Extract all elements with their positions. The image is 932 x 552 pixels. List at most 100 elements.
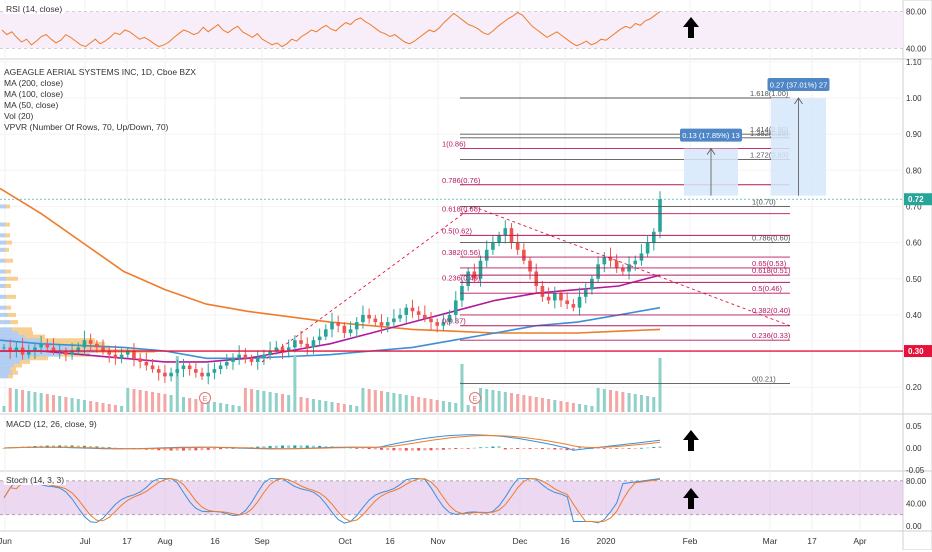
vpvr-down-bar bbox=[18, 330, 33, 335]
legend-vol[interactable]: Vol (20) bbox=[4, 111, 34, 121]
stoch-band-fill bbox=[0, 480, 903, 515]
volume-bar bbox=[559, 401, 563, 412]
stoch-k-line bbox=[3, 478, 661, 524]
rsi-band-fill bbox=[0, 11, 903, 49]
macd-histogram-bar bbox=[608, 448, 612, 449]
volume-bar bbox=[627, 393, 631, 412]
macd-histogram-bar bbox=[95, 446, 99, 448]
macd-tick-label: -0.05 bbox=[906, 466, 925, 475]
legend-ma200[interactable]: MA (200, close) bbox=[4, 78, 64, 88]
candle-body bbox=[645, 242, 650, 254]
time-tick-label: 16 bbox=[210, 536, 220, 546]
volume-bar bbox=[423, 398, 427, 412]
volume-bar bbox=[194, 399, 198, 412]
volume-bar bbox=[8, 388, 12, 412]
volume-bar bbox=[547, 399, 551, 412]
macd-histogram-bar bbox=[503, 448, 507, 450]
volume-bar bbox=[45, 394, 49, 412]
legend-symbol[interactable]: AGEAGLE AERIAL SYSTEMS INC, 1D, Cboe BZX bbox=[4, 67, 196, 77]
volume-bar bbox=[293, 356, 297, 412]
volume-bar bbox=[355, 406, 359, 412]
macd-histogram-bar bbox=[355, 448, 359, 449]
volume-bar bbox=[497, 391, 501, 412]
volume-bar bbox=[646, 396, 650, 412]
volume-bar bbox=[602, 389, 606, 412]
volume-bar bbox=[52, 395, 56, 412]
candle-body bbox=[76, 347, 81, 352]
candle-body bbox=[39, 343, 43, 348]
price-tick-label: 1.00 bbox=[906, 94, 922, 103]
macd-histogram-bar bbox=[509, 448, 513, 450]
fib-level-label: 0(0.21) bbox=[752, 375, 776, 384]
candle-body bbox=[132, 351, 136, 359]
candle-body bbox=[64, 351, 68, 355]
fib-level-label: 1.382(0.89) bbox=[750, 129, 789, 138]
vpvr-down-bar bbox=[8, 312, 16, 317]
macd-histogram-bar bbox=[540, 448, 544, 450]
volume-bar bbox=[120, 406, 124, 412]
candle-body bbox=[590, 278, 594, 290]
candle-body bbox=[200, 372, 204, 377]
candle-body bbox=[299, 340, 303, 344]
measure-label-box bbox=[680, 128, 742, 142]
time-tick-label: Aug bbox=[157, 536, 172, 546]
trendline-down bbox=[472, 206, 791, 327]
arrow-up-icon bbox=[683, 430, 699, 451]
candle-body bbox=[342, 325, 347, 333]
measure-arrow-head bbox=[706, 147, 716, 155]
macd-histogram-bar bbox=[534, 448, 538, 449]
volume-bar bbox=[485, 389, 489, 412]
volume-bar bbox=[299, 397, 303, 412]
macd-histogram-bar bbox=[200, 448, 204, 451]
macd-histogram-bar bbox=[305, 445, 309, 448]
vpvr-down-bar bbox=[6, 240, 12, 245]
vpvr-down-bar bbox=[30, 356, 48, 361]
measure-label-box bbox=[767, 78, 830, 91]
vpvr-up-bar bbox=[0, 338, 40, 343]
candle-body bbox=[237, 354, 241, 359]
macd-histogram-bar bbox=[380, 448, 384, 450]
rsi-tick-label: 80.00 bbox=[906, 8, 927, 17]
macd-histogram-bar bbox=[107, 447, 111, 448]
macd-histogram-bar bbox=[460, 448, 464, 449]
fib-level-label: 1(0.70) bbox=[752, 197, 776, 206]
candle-body bbox=[212, 369, 217, 373]
time-tick-label: Jun bbox=[0, 536, 12, 546]
volume-bar bbox=[522, 395, 526, 412]
volume-bar bbox=[280, 394, 284, 412]
candle-body bbox=[503, 228, 508, 236]
volume-bar bbox=[268, 392, 272, 412]
legend-vpvr[interactable]: VPVR (Number Of Rows, 70, Up/Down, 70) bbox=[4, 122, 169, 132]
volume-bar bbox=[256, 390, 260, 412]
price-line-tag-label: 0.30 bbox=[908, 347, 924, 356]
macd-histogram-bar bbox=[658, 446, 662, 448]
volume-bar bbox=[219, 403, 223, 412]
stoch-title: Stoch (14, 3, 3) bbox=[4, 475, 67, 485]
candle-body bbox=[354, 322, 359, 330]
volume-bar bbox=[472, 406, 476, 412]
macd-histogram-bar bbox=[386, 448, 390, 451]
candle-body bbox=[621, 267, 625, 272]
price-tick-label: 0.80 bbox=[906, 166, 922, 175]
measure-arrow-head bbox=[794, 97, 803, 105]
macd-histogram-bar bbox=[596, 448, 600, 449]
volume-bar bbox=[188, 398, 192, 412]
candle-body bbox=[231, 358, 235, 362]
candle-body bbox=[497, 235, 501, 243]
time-tick-label: Dec bbox=[512, 536, 528, 546]
legend-ma50[interactable]: MA (50, close) bbox=[4, 100, 59, 110]
macd-histogram-bar bbox=[497, 446, 501, 448]
vpvr-up-bar bbox=[0, 352, 60, 357]
macd-histogram-bar bbox=[163, 448, 167, 451]
candle-body bbox=[571, 304, 576, 308]
legend-ma100[interactable]: MA (100, close) bbox=[4, 89, 64, 99]
candle-body bbox=[447, 314, 452, 323]
fib-level-label: 0.5(0.62) bbox=[442, 226, 473, 235]
volume-bar bbox=[132, 389, 136, 412]
vpvr-down-bar bbox=[8, 374, 13, 379]
fib-level-label: 0.786(0.76) bbox=[442, 176, 481, 185]
volume-bar bbox=[144, 391, 148, 412]
macd-histogram-bar bbox=[578, 447, 582, 449]
candle-body bbox=[311, 340, 316, 348]
